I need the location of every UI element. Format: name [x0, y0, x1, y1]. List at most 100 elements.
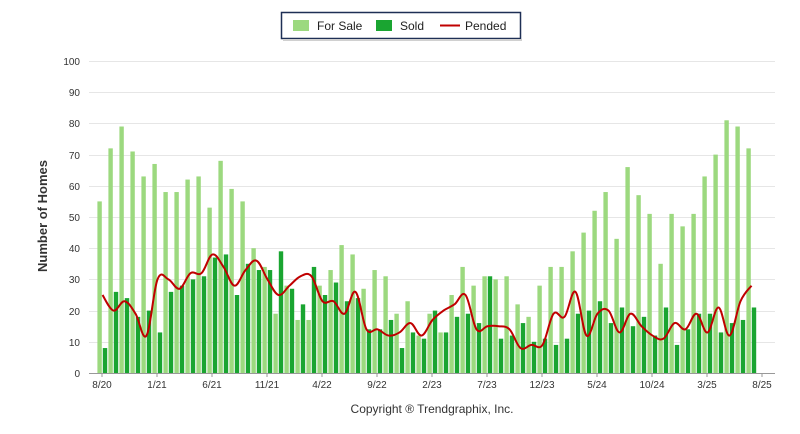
sold-bar — [663, 307, 669, 373]
sold-bar — [751, 307, 757, 373]
sold-bar — [498, 338, 504, 373]
sold-bar — [124, 298, 130, 373]
sold-bar — [245, 263, 251, 373]
x-tick-label: 5/24 — [587, 380, 607, 391]
pended-line — [101, 253, 753, 350]
for-sale-bar — [724, 120, 729, 373]
for-sale-bar — [636, 195, 641, 373]
sold-bar — [454, 316, 460, 373]
sold-bar — [135, 316, 141, 373]
legend-label-sold: Sold — [400, 19, 424, 33]
for-sale-bar — [251, 248, 256, 373]
for-sale-bar — [405, 301, 410, 373]
sold-bar — [696, 313, 702, 373]
sold-bar — [619, 307, 625, 373]
for-sale-bar — [207, 207, 212, 373]
sold-bar — [685, 329, 691, 373]
for-sale-bar — [559, 266, 564, 373]
y-tick-label: 70 — [69, 151, 81, 162]
sold-bar — [641, 316, 647, 373]
for-sale-bar — [504, 276, 509, 373]
for-sale-bar — [526, 316, 531, 373]
x-tick-label: 10/24 — [639, 380, 664, 391]
for-sale-bar — [603, 192, 608, 373]
sold-bar — [157, 332, 163, 373]
y-tick-label: 0 — [74, 369, 80, 380]
x-tick-label: 1/21 — [147, 380, 167, 391]
sold-bar — [410, 332, 416, 373]
x-tick-label: 4/22 — [312, 380, 332, 391]
for-sale-bar — [372, 270, 377, 373]
for-sale-bar — [746, 148, 751, 373]
legend-swatch-for-sale — [293, 20, 309, 31]
for-sale-bar — [361, 288, 366, 373]
y-tick-label: 20 — [69, 307, 81, 318]
for-sale-bar — [449, 295, 454, 373]
for-sale-bar — [680, 226, 685, 373]
for-sale-bar — [570, 251, 575, 373]
y-tick-label: 90 — [69, 88, 81, 99]
for-sale-bar — [240, 201, 245, 373]
sold-bar — [476, 323, 482, 373]
for-sale-bar — [691, 213, 696, 373]
for-sale-bar — [163, 192, 168, 373]
sold-bars — [102, 251, 757, 373]
x-tick-label: 7/23 — [477, 380, 497, 391]
sold-bar — [674, 344, 680, 373]
x-tick-label: 6/21 — [202, 380, 222, 391]
for-sale-bar — [97, 201, 102, 373]
y-tick-label: 50 — [69, 213, 81, 224]
sold-bar — [586, 310, 592, 373]
sold-bar — [355, 298, 361, 373]
for-sale-bar — [592, 210, 597, 373]
for-sale-bar — [284, 285, 289, 373]
legend-box — [280, 11, 522, 40]
x-tick-label: 8/25 — [752, 380, 772, 391]
sold-bar — [553, 344, 559, 373]
sold-bar — [652, 335, 658, 373]
legend: For Sale Sold Pended — [280, 11, 522, 41]
for-sale-bar — [427, 313, 432, 373]
for-sale-bar — [108, 148, 113, 373]
sold-bar — [333, 282, 339, 373]
for-sale-bar — [581, 232, 586, 373]
sold-bar — [179, 285, 185, 373]
sold-bar — [487, 276, 493, 373]
for-sale-bar — [218, 160, 223, 373]
sold-bar — [267, 270, 273, 373]
for-sale-bar — [438, 332, 443, 373]
for-sale-bar — [482, 276, 487, 373]
sold-bar — [432, 310, 438, 373]
x-tick-label: 11/21 — [255, 380, 280, 391]
for-sale-bar — [262, 266, 267, 373]
for-sale-bar — [394, 313, 399, 373]
sold-bar — [465, 313, 471, 373]
sold-bar — [256, 270, 262, 373]
sold-bar — [729, 323, 735, 373]
x-axis-ticks: 8/20 1/21 6/21 11/21 4/22 9/22 2/23 7/23 12/23 5/… — [92, 373, 772, 391]
y-axis-title: Number of Homes — [35, 160, 50, 272]
sold-bar — [102, 348, 108, 373]
for-sale-bar — [306, 319, 311, 373]
x-tick-label: 3/25 — [697, 380, 717, 391]
for-sale-bar — [537, 285, 542, 373]
sold-bar — [542, 338, 548, 373]
x-tick-label: 2/23 — [422, 380, 442, 391]
legend-label-for-sale: For Sale — [317, 19, 363, 33]
for-sale-bar — [471, 285, 476, 373]
sold-bar — [399, 348, 405, 373]
pended-series-line — [101, 253, 753, 350]
sold-bar — [278, 251, 284, 373]
sold-bar — [168, 291, 174, 373]
y-axis-ticks: 0 10 20 30 40 50 60 70 80 90 100 — [63, 57, 80, 380]
x-tick-label: 12/23 — [529, 380, 554, 391]
sold-bar — [322, 295, 328, 373]
sold-bar — [344, 301, 350, 373]
for-sale-bar — [647, 213, 652, 373]
for-sale-bar — [702, 176, 707, 373]
sold-bar — [289, 288, 295, 373]
sold-bar — [388, 319, 394, 373]
for-sale-bar — [229, 188, 234, 373]
sold-bar — [146, 310, 152, 373]
y-tick-label: 40 — [69, 244, 81, 255]
